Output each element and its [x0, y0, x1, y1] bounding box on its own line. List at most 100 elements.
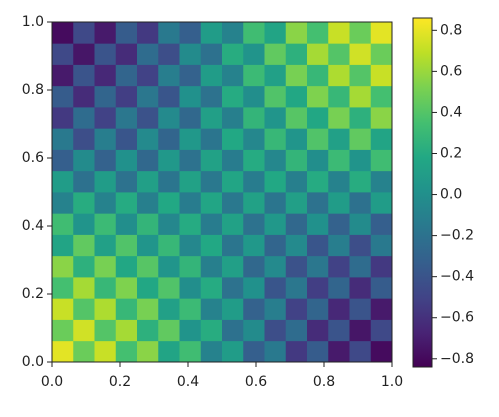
heatmap-cell: [200, 64, 223, 87]
heatmap-cell: [349, 149, 372, 172]
heatmap-cell: [115, 149, 138, 172]
heatmap-cell: [158, 213, 180, 235]
heatmap-cell: [115, 319, 138, 342]
heatmap-cell: [115, 85, 138, 108]
heatmap-cell: [222, 234, 244, 257]
heatmap-cell: [328, 107, 350, 129]
colorbar-tick-label: 0.2: [440, 145, 462, 161]
heatmap-cell: [94, 22, 117, 44]
heatmap-cell: [200, 340, 223, 363]
heatmap-cell: [73, 22, 95, 44]
heatmap-cell: [285, 255, 308, 278]
heatmap-cell: [370, 255, 393, 278]
heatmap-cell: [307, 298, 329, 320]
heatmap-cell: [179, 85, 202, 108]
heatmap-cell: [137, 277, 159, 299]
heatmap-cell: [52, 22, 74, 44]
heatmap-cell: [137, 298, 159, 320]
heatmap-cell: [137, 85, 159, 108]
heatmap-cell: [328, 64, 350, 87]
heatmap-cell: [349, 107, 372, 129]
heatmap-cell: [222, 340, 244, 363]
heatmap-cell: [285, 234, 308, 257]
heatmap-cell: [307, 170, 329, 193]
heatmap-cell: [243, 277, 265, 299]
heatmap-cell: [137, 255, 159, 278]
heatmap-cell: [137, 213, 159, 235]
heatmap-cell: [200, 192, 223, 214]
heatmap-cell: [137, 43, 159, 65]
heatmap-cell: [222, 22, 244, 44]
y-tick-label: 0.8: [22, 82, 44, 98]
heatmap-cell: [307, 43, 329, 65]
heatmap-cell: [370, 85, 393, 108]
heatmap-cell: [179, 43, 202, 65]
colorbar-tick-label: −0.4: [440, 269, 474, 285]
heatmap-cell: [349, 319, 372, 342]
heatmap-cell: [94, 319, 117, 342]
heatmap-cell: [328, 192, 350, 214]
heatmap-cell: [243, 107, 265, 129]
colorbar-tick-label: −0.8: [440, 351, 474, 367]
heatmap-cell: [264, 213, 287, 235]
heatmap-cell: [285, 128, 308, 150]
heatmap-cell: [73, 64, 95, 87]
heatmap-cell: [370, 234, 393, 257]
heatmap-cell: [349, 128, 372, 150]
heatmap-cell: [243, 85, 265, 108]
heatmap-cell: [222, 319, 244, 342]
heatmap-cell: [200, 213, 223, 235]
heatmap-cell: [115, 213, 138, 235]
heatmap-cell: [243, 64, 265, 87]
heatmap-cell: [137, 192, 159, 214]
heatmap-cell: [264, 192, 287, 214]
heatmap-cell: [328, 234, 350, 257]
heatmap-cell: [328, 319, 350, 342]
heatmap-cell: [158, 85, 180, 108]
heatmap-cell: [264, 107, 287, 129]
heatmap-cell: [285, 149, 308, 172]
heatmap-cell: [264, 64, 287, 87]
heatmap-cell: [370, 107, 393, 129]
heatmap-cell: [158, 234, 180, 257]
heatmap-cell: [243, 298, 265, 320]
colorbar-tick-label: 0.4: [440, 104, 462, 120]
heatmap-cell: [94, 64, 117, 87]
heatmap-cell: [307, 319, 329, 342]
heatmap-cell: [370, 277, 393, 299]
x-tick-label: 1.0: [381, 374, 403, 390]
heatmap-cell: [328, 43, 350, 65]
heatmap-cell: [285, 319, 308, 342]
heatmap-cell: [200, 22, 223, 44]
heatmap-cell: [370, 149, 393, 172]
heatmap-cell: [200, 128, 223, 150]
heatmap-cell: [285, 213, 308, 235]
heatmap-cell: [222, 298, 244, 320]
heatmap-cell: [52, 149, 74, 172]
x-tick-label: 0.4: [177, 374, 199, 390]
heatmap-cell: [328, 128, 350, 150]
colorbar-tick-label: 0.0: [440, 187, 462, 203]
heatmap-cell: [73, 319, 95, 342]
heatmap-cell: [52, 43, 74, 65]
heatmap-cell: [328, 213, 350, 235]
heatmap-cell: [370, 213, 393, 235]
heatmap-cell: [200, 319, 223, 342]
heatmap-cell: [243, 319, 265, 342]
heatmap-cell: [222, 64, 244, 87]
heatmap-cell: [115, 128, 138, 150]
heatmap-cell: [179, 255, 202, 278]
heatmap-cell: [52, 340, 74, 363]
heatmap-cell: [307, 234, 329, 257]
heatmap-cell: [307, 64, 329, 87]
heatmap-cell: [115, 340, 138, 363]
heatmap-cell: [94, 298, 117, 320]
heatmap-cell: [73, 192, 95, 214]
heatmap-cell: [94, 149, 117, 172]
heatmap-cell: [328, 277, 350, 299]
heatmap-cell: [349, 22, 372, 44]
heatmap-cell: [52, 319, 74, 342]
heatmap-cell: [137, 234, 159, 257]
y-tick-label: 0.4: [22, 218, 44, 234]
